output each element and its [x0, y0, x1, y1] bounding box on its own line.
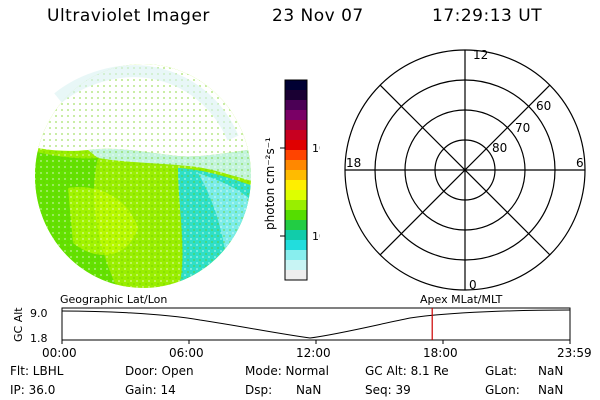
y-tick-high: 9.0	[30, 307, 48, 320]
colorbar-cell	[285, 150, 307, 161]
colorbar-cell	[285, 140, 307, 151]
x-tick-1200: 12:00	[296, 346, 331, 360]
x-tick-0600: 06:00	[169, 346, 204, 360]
colorbar-cell	[285, 240, 307, 251]
colorbar-cell	[285, 130, 307, 141]
x-tick-1800: 18:00	[423, 346, 458, 360]
mlt-label-6: 6	[576, 156, 584, 170]
colorbar-cell	[285, 110, 307, 121]
ip-info: IP: 36.0	[10, 383, 56, 397]
door-info: Door: Open	[125, 364, 194, 378]
colorbar-cell	[285, 170, 307, 181]
lat-label-70: 70	[515, 121, 530, 135]
colorbar-cell	[285, 260, 307, 271]
seq-info: Seq: 39	[365, 383, 411, 397]
lat-label-60: 60	[536, 99, 551, 113]
colorbar-cell	[285, 190, 307, 201]
colorbar-cell	[285, 250, 307, 261]
dsp-label: Dsp:	[245, 383, 273, 397]
apex-label: Apex MLat/MLT	[420, 293, 503, 306]
x-tick-2359: 23:59	[557, 346, 592, 360]
colorbar-cell	[285, 160, 307, 171]
date-label: 23 Nov 07	[272, 6, 364, 26]
x-tick-0000: 00:00	[42, 346, 77, 360]
color-scale-bar: 100 10 photon cm⁻²s⁻¹	[263, 79, 320, 281]
colorbar-cell	[285, 80, 307, 91]
auroral-image	[35, 64, 251, 288]
colorbar-cell	[285, 220, 307, 231]
glat-value: NaN	[538, 364, 564, 378]
polar-grid: 12 18 6 0 60 70 80	[344, 48, 586, 292]
gain-info: Gain: 14	[125, 383, 176, 397]
glon-label: GLon:	[485, 383, 520, 397]
colorbar-cell	[285, 90, 307, 101]
instrument-title: Ultraviolet Imager	[47, 6, 210, 26]
colorbar-cell	[285, 270, 307, 281]
geographic-label: Geographic Lat/Lon	[60, 293, 167, 306]
glat-label: GLat:	[485, 364, 518, 378]
mlt-label-0: 0	[469, 278, 477, 292]
colorbar-cell	[285, 200, 307, 211]
mlt-label-18: 18	[346, 156, 361, 170]
mode-info: Mode: Normal	[245, 364, 329, 378]
colorbar-tick-100: 100	[312, 142, 320, 155]
colorbar-cell	[285, 100, 307, 111]
gc-alt-axis-label: GC Alt	[12, 307, 25, 342]
colorbar-cell	[285, 230, 307, 241]
dsp-value: NaN	[296, 383, 322, 397]
lat-label-80: 80	[492, 141, 507, 155]
colorbar-tick-10: 10	[312, 230, 320, 243]
glon-value: NaN	[538, 383, 564, 397]
orbit-timeline: Geographic Lat/Lon Apex MLat/MLT GC Alt …	[12, 293, 592, 360]
colorbar-cell	[285, 210, 307, 221]
gc-alt-info: GC Alt: 8.1 Re	[365, 364, 449, 378]
colorbar-unit-label: photon cm⁻²s⁻¹	[263, 137, 277, 230]
mlt-label-12: 12	[473, 48, 488, 62]
filter-info: Flt: LBHL	[10, 364, 64, 378]
y-tick-low: 1.8	[30, 332, 48, 345]
colorbar-cell	[285, 180, 307, 191]
colorbar-cell	[285, 120, 307, 131]
time-label: 17:29:13 UT	[432, 6, 543, 26]
